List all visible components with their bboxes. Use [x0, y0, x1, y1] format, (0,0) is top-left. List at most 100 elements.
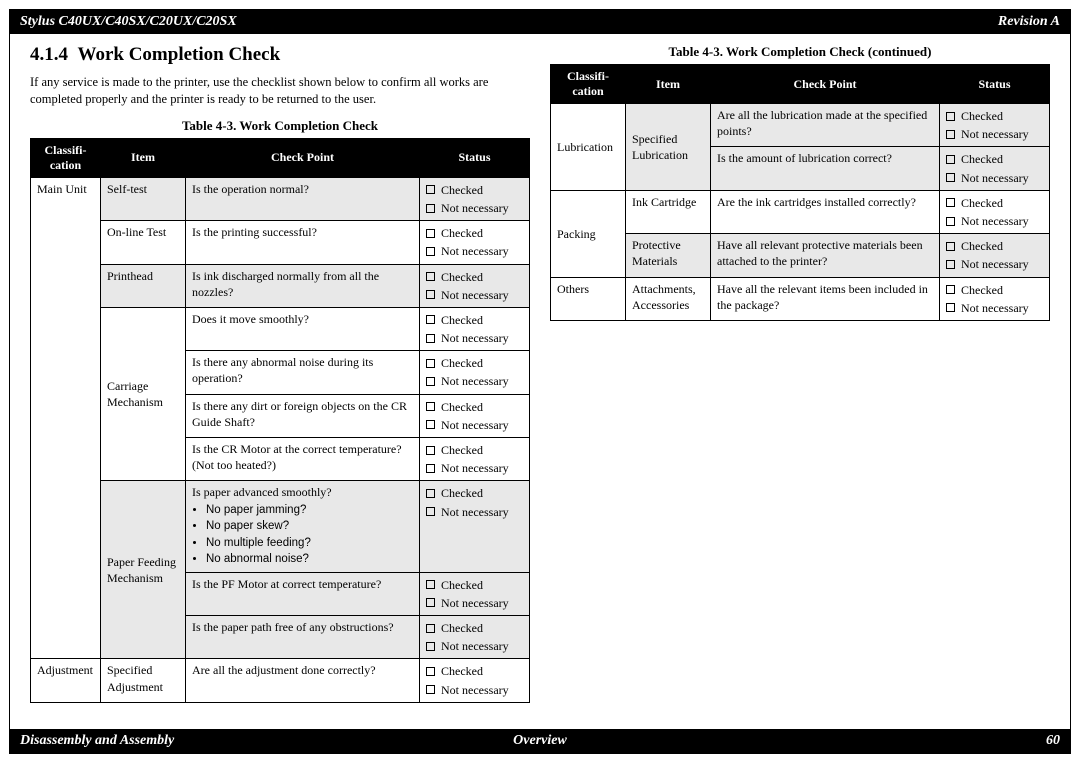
- status-cell: Checked Not necessary: [420, 307, 530, 350]
- status-cell: Checked Not necessary: [420, 394, 530, 437]
- footer-center: Overview: [513, 733, 567, 749]
- checkbox-icon: [426, 290, 435, 299]
- status-cell: Checked Not necessary: [940, 277, 1050, 320]
- status-cell: Checked Not necessary: [420, 438, 530, 481]
- col-status: Status: [940, 65, 1050, 104]
- header-right: Revision A: [998, 14, 1060, 30]
- item-prot: Protective Materials: [626, 234, 711, 277]
- footer-right: 60: [1046, 733, 1060, 749]
- cp-prot: Have all relevant protective materials b…: [711, 234, 940, 277]
- footer-bar: Disassembly and Assembly Overview 60: [10, 729, 1070, 753]
- checkbox-icon: [426, 402, 435, 411]
- checkbox-icon: [426, 334, 435, 343]
- checkbox-icon: [426, 489, 435, 498]
- checkbox-icon: [426, 204, 435, 213]
- checkbox-icon: [426, 624, 435, 633]
- col-checkpoint: Check Point: [186, 138, 420, 177]
- cp-car2: Is there any abnormal noise during its o…: [186, 351, 420, 394]
- status-cell: Checked Not necessary: [420, 264, 530, 307]
- checkbox-icon: [426, 446, 435, 455]
- checkbox-icon: [426, 667, 435, 676]
- checkbox-icon: [426, 377, 435, 386]
- class-adjustment: Adjustment: [31, 659, 101, 702]
- checkbox-icon: [946, 130, 955, 139]
- cp-pf3: Is the paper path free of any obstructio…: [186, 616, 420, 659]
- checkbox-icon: [426, 229, 435, 238]
- checkbox-icon: [946, 285, 955, 294]
- checkbox-icon: [946, 217, 955, 226]
- checkbox-icon: [426, 185, 435, 194]
- col-item: Item: [101, 138, 186, 177]
- item-paperfeed: Paper Feeding Mechanism: [101, 481, 186, 659]
- item-specadj: Specified Adjustment: [101, 659, 186, 702]
- checkbox-icon: [946, 173, 955, 182]
- item-ink: Ink Cartridge: [626, 190, 711, 233]
- status-cell: Checked Not necessary: [940, 104, 1050, 147]
- col-classification: Classifi-cation: [31, 138, 101, 177]
- table2: Classifi-cation Item Check Point Status …: [550, 64, 1050, 321]
- checkbox-icon: [946, 112, 955, 121]
- cp-ink: Are the ink cartridges installed correct…: [711, 190, 940, 233]
- checkbox-icon: [426, 598, 435, 607]
- checkbox-icon: [426, 464, 435, 473]
- status-cell: Checked Not necessary: [420, 616, 530, 659]
- checkbox-icon: [946, 155, 955, 164]
- checkbox-icon: [426, 272, 435, 281]
- content-area: 4.1.4 Work Completion Check If any servi…: [10, 34, 1070, 743]
- checkbox-icon: [426, 420, 435, 429]
- col-classification: Classifi-cation: [551, 65, 626, 104]
- status-cell: Checked Not necessary: [940, 147, 1050, 190]
- checkbox-icon: [946, 242, 955, 251]
- table2-title: Table 4-3. Work Completion Check (contin…: [550, 44, 1050, 60]
- col-status: Status: [420, 138, 530, 177]
- item-selftest: Self-test: [101, 177, 186, 220]
- header-left: Stylus C40UX/C40SX/C20UX/C20SX: [20, 14, 237, 30]
- cp-lube1: Are all the lubrication made at the spec…: [711, 104, 940, 147]
- item-speclube: Specified Lubrication: [626, 104, 711, 191]
- intro-text: If any service is made to the printer, u…: [30, 74, 530, 108]
- status-cell: Checked Not necessary: [420, 351, 530, 394]
- col-item: Item: [626, 65, 711, 104]
- cp-car1: Does it move smoothly?: [186, 307, 420, 350]
- status-cell: Checked Not necessary: [420, 481, 530, 572]
- table1: Classifi-cation Item Check Point Status …: [30, 138, 530, 703]
- table1-title: Table 4-3. Work Completion Check: [30, 118, 530, 134]
- item-online: On-line Test: [101, 221, 186, 264]
- checkbox-icon: [426, 507, 435, 516]
- class-main: Main Unit: [31, 177, 101, 659]
- cp-car3: Is there any dirt or foreign objects on …: [186, 394, 420, 437]
- class-others: Others: [551, 277, 626, 320]
- status-cell: Checked Not necessary: [940, 234, 1050, 277]
- status-cell: Checked Not necessary: [420, 659, 530, 702]
- document-page: Stylus C40UX/C40SX/C20UX/C20SX Revision …: [9, 9, 1071, 754]
- checkbox-icon: [946, 303, 955, 312]
- cp-car4: Is the CR Motor at the correct temperatu…: [186, 438, 420, 481]
- class-packing: Packing: [551, 190, 626, 277]
- status-cell: Checked Not necessary: [420, 177, 530, 220]
- checkbox-icon: [946, 260, 955, 269]
- checkbox-icon: [426, 580, 435, 589]
- status-cell: Checked Not necessary: [420, 572, 530, 615]
- cp-attachments: Have all the relevant items been include…: [711, 277, 940, 320]
- checkbox-icon: [946, 198, 955, 207]
- checkbox-icon: [426, 359, 435, 368]
- status-cell: Checked Not necessary: [420, 221, 530, 264]
- checkbox-icon: [426, 685, 435, 694]
- item-printhead: Printhead: [101, 264, 186, 307]
- item-carriage: Carriage Mechanism: [101, 307, 186, 481]
- section-heading: 4.1.4 Work Completion Check: [30, 44, 530, 66]
- cp-adj: Are all the adjustment done correctly?: [186, 659, 420, 702]
- cp-pf1: Is paper advanced smoothly? No paper jam…: [186, 481, 420, 572]
- checkbox-icon: [426, 247, 435, 256]
- checkbox-icon: [426, 642, 435, 651]
- left-column: 4.1.4 Work Completion Check If any servi…: [30, 44, 530, 703]
- status-cell: Checked Not necessary: [940, 190, 1050, 233]
- footer-left: Disassembly and Assembly: [20, 733, 174, 749]
- item-attachments: Attachments, Accessories: [626, 277, 711, 320]
- cp-online: Is the printing successful?: [186, 221, 420, 264]
- cp-lube2: Is the amount of lubrication correct?: [711, 147, 940, 190]
- cp-pf2: Is the PF Motor at correct temperature?: [186, 572, 420, 615]
- checkbox-icon: [426, 315, 435, 324]
- cp-printhead: Is ink discharged normally from all the …: [186, 264, 420, 307]
- class-lubrication: Lubrication: [551, 104, 626, 191]
